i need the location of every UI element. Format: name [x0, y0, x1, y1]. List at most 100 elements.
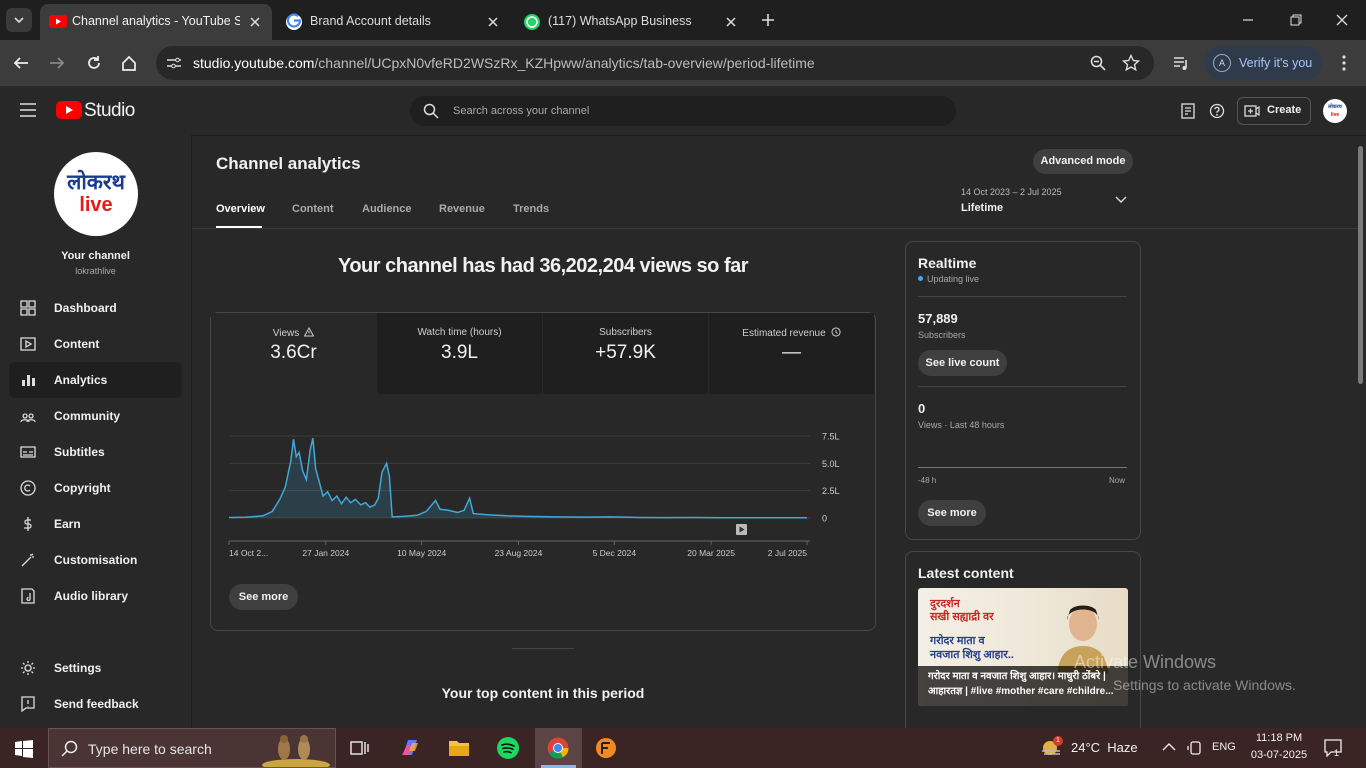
- tab[interactable]: (117) WhatsApp Business: [514, 4, 750, 40]
- account-avatar[interactable]: लोकरथ live: [1323, 99, 1347, 123]
- metric-tile[interactable]: Watch time (hours) 3.9L: [377, 313, 542, 394]
- nav-label: Community: [54, 409, 120, 423]
- analytics-tab[interactable]: Content: [292, 203, 334, 215]
- nav-icon: [21, 661, 35, 675]
- task-view[interactable]: [350, 739, 370, 757]
- notification-icon[interactable]: [1324, 739, 1342, 757]
- search-placeholder: Search across your channel: [453, 105, 590, 117]
- metric-tile[interactable]: Subscribers +57.9K: [543, 313, 708, 394]
- nav-item[interactable]: Settings: [9, 650, 182, 686]
- channel-label: Your channel: [61, 250, 130, 262]
- profile-button[interactable]: A Verify it's you: [1204, 46, 1322, 80]
- clock-time[interactable]: 11:18 PM: [1255, 732, 1303, 744]
- nav-item[interactable]: Subtitles: [9, 434, 182, 470]
- account-avatar-line1: लोकरथ: [1328, 104, 1342, 110]
- nav-icon: [20, 446, 36, 458]
- create-button[interactable]: Create: [1237, 97, 1311, 125]
- divider: [918, 386, 1127, 387]
- nav-item[interactable]: Earn: [9, 506, 182, 542]
- thumb-line1: दुरदर्शन: [930, 598, 960, 610]
- file-explorer-icon[interactable]: [448, 738, 470, 758]
- analytics-tab[interactable]: Trends: [513, 203, 550, 215]
- url: studio.youtube.com/channel/UCpxN0vfeRD2W…: [193, 55, 815, 71]
- nav-label: Send feedback: [54, 697, 139, 711]
- tab-active[interactable]: Channel analytics - YouTube Stu: [40, 4, 272, 40]
- clock-date[interactable]: 03-07-2025: [1250, 749, 1308, 761]
- nav-icon-shape: [21, 696, 35, 712]
- fl-studio-icon[interactable]: [595, 737, 617, 759]
- see-more-button[interactable]: See more: [229, 584, 298, 610]
- analytics-tab[interactable]: Overview: [216, 203, 265, 215]
- restore-button[interactable]: [1288, 12, 1304, 28]
- tab-strip: Channel analytics - YouTube Stu Brand Ac…: [0, 0, 1366, 40]
- tab-close[interactable]: [724, 15, 738, 29]
- nav-icon: [21, 696, 35, 712]
- realtime-card: Realtime Updating live 57,889 Subscriber…: [905, 241, 1141, 540]
- weather-text[interactable]: 24°C Haze: [1071, 740, 1138, 755]
- zoom-icon[interactable]: [1090, 55, 1106, 71]
- nav-icon: [21, 553, 34, 567]
- minimize-button[interactable]: [1240, 12, 1256, 28]
- realtime-see-more[interactable]: See more: [918, 500, 986, 526]
- start-button[interactable]: [15, 740, 33, 758]
- hamburger-menu[interactable]: [19, 103, 37, 117]
- see-live-count-button[interactable]: See live count: [918, 350, 1007, 376]
- advanced-mode-button[interactable]: Advanced mode: [1033, 149, 1133, 174]
- taskbar-search[interactable]: Type here to search: [48, 728, 336, 768]
- analytics-tab[interactable]: Audience: [362, 203, 412, 215]
- home-button[interactable]: [120, 54, 138, 72]
- tray-icon[interactable]: [1187, 740, 1203, 756]
- period-selector[interactable]: 14 Oct 2023 – 2 Jul 2025 Lifetime: [955, 183, 1135, 223]
- search-box[interactable]: Search across your channel: [410, 96, 956, 126]
- nav-item[interactable]: Content: [9, 326, 182, 362]
- overview-card: [210, 312, 876, 631]
- forward-button[interactable]: [48, 54, 66, 72]
- studio-logo-text[interactable]: Studio: [84, 100, 135, 121]
- tab-search-button[interactable]: [6, 8, 32, 32]
- latest-thumbnail[interactable]: दुरदर्शन सखी सह्याद्री वर गरोदर माता व न…: [918, 588, 1128, 706]
- nav-item[interactable]: Audio library: [9, 578, 182, 614]
- nav-item[interactable]: Customisation: [9, 542, 182, 578]
- omnibox[interactable]: studio.youtube.com/channel/UCpxN0vfeRD2W…: [156, 46, 1154, 80]
- channel-avatar[interactable]: लोकरथ live: [54, 152, 138, 236]
- bookmark-star[interactable]: [1122, 54, 1140, 72]
- site-info-icon[interactable]: [166, 56, 182, 70]
- headline: Your channel has had 36,202,204 views so…: [337, 255, 749, 277]
- youtube-logo[interactable]: [56, 101, 82, 119]
- metric-label: Watch time (hours): [377, 327, 542, 338]
- tab[interactable]: Brand Account details: [276, 4, 512, 40]
- chrome-taskbar-item[interactable]: [535, 728, 582, 768]
- reload-button[interactable]: [85, 54, 103, 72]
- profile-avatar: A: [1213, 54, 1231, 72]
- nav-item[interactable]: Community: [9, 398, 182, 434]
- url-host: studio.youtube.com: [193, 55, 315, 71]
- media-controls[interactable]: [1172, 54, 1190, 72]
- nav-label: Content: [54, 337, 100, 351]
- tray-overflow[interactable]: [1162, 742, 1176, 752]
- analytics-tab[interactable]: Revenue: [439, 203, 485, 215]
- close-window-button[interactable]: [1334, 12, 1350, 28]
- nav-item[interactable]: Copyright: [9, 470, 182, 506]
- scrollbar-thumb[interactable]: [1358, 146, 1363, 384]
- help-icon[interactable]: [1209, 103, 1225, 119]
- nav-item[interactable]: Send feedback: [9, 686, 182, 722]
- realtime-views: 0: [918, 401, 926, 416]
- language[interactable]: ENG: [1212, 741, 1236, 753]
- tab-title: (117) WhatsApp Business: [548, 14, 692, 28]
- metric-tile[interactable]: Views 3.6Cr: [211, 313, 376, 394]
- nav-item[interactable]: Analytics: [9, 362, 182, 398]
- toolbar: studio.youtube.com/channel/UCpxN0vfeRD2W…: [0, 40, 1366, 86]
- menu-button[interactable]: [1336, 54, 1352, 72]
- metric-tile[interactable]: Estimated revenue —: [709, 313, 874, 394]
- nav-item[interactable]: Dashboard: [9, 290, 182, 326]
- metric-label: Views: [211, 326, 376, 339]
- tab-close[interactable]: [248, 15, 262, 29]
- metric-label-text: Watch time (hours): [417, 327, 502, 338]
- new-tab-button[interactable]: [760, 12, 776, 28]
- spotify-icon[interactable]: [497, 737, 519, 759]
- back-button[interactable]: [12, 54, 30, 72]
- weather-icon[interactable]: [1040, 738, 1064, 758]
- messages-icon[interactable]: [1180, 103, 1196, 119]
- tab-close[interactable]: [486, 15, 500, 29]
- copilot-icon[interactable]: [399, 737, 421, 759]
